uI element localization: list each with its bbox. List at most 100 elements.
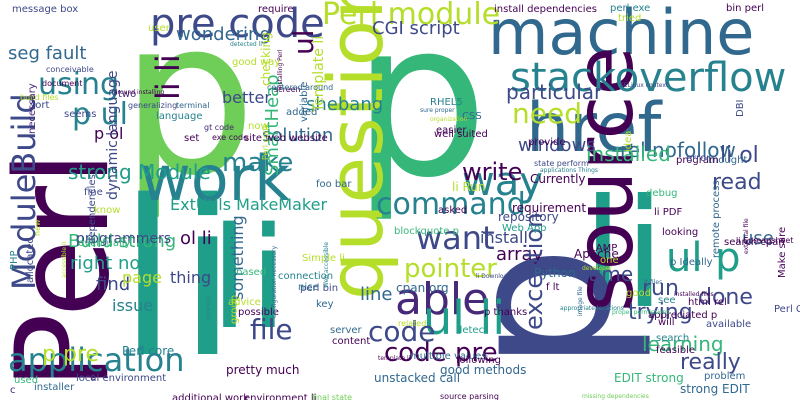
cloud-word: Currently — [530, 172, 586, 186]
cloud-word: really — [680, 350, 741, 375]
cloud-word: document — [42, 79, 83, 88]
cloud-word: asked — [438, 205, 468, 216]
cloud-word: thought — [708, 155, 748, 166]
cloud-word: f lt — [546, 282, 560, 293]
cloud-word: problem — [704, 371, 746, 382]
cloud-word: need — [512, 97, 582, 130]
cloud-word: see — [658, 295, 676, 306]
cloud-word: CSS — [462, 111, 482, 122]
cloud-word: unstacked call — [374, 371, 461, 385]
cloud-word: install — [480, 228, 528, 247]
cloud-word: way — [462, 159, 543, 205]
cloud-word: user — [148, 23, 170, 34]
cloud-word: developer — [582, 265, 613, 272]
cloud-word: applications Things — [540, 167, 599, 174]
cloud-word: search cpan — [724, 237, 785, 248]
cloud-word: appreciated p — [648, 310, 718, 321]
cloud-word: Perl module — [322, 0, 501, 32]
cloud-word: p pre — [42, 342, 100, 367]
cloud-word: RHEL5 — [430, 97, 463, 108]
cloud-word: available — [706, 319, 752, 330]
cloud-word: based — [236, 267, 267, 278]
cloud-word: dependencies — [87, 174, 98, 244]
cloud-word: provide — [528, 137, 566, 148]
cloud-word: good — [626, 288, 651, 299]
cloud-word: shebang — [306, 94, 384, 115]
cloud-word: p ul — [72, 97, 128, 132]
cloud-word: ul p — [666, 235, 741, 281]
cloud-word: learning — [642, 332, 724, 356]
cloud-word: looking — [662, 227, 699, 238]
cloud-word: accessible li — [61, 241, 68, 278]
cloud-word: p thanks — [484, 307, 528, 318]
cloud-word: write — [462, 158, 523, 186]
cloud-word: read — [712, 170, 762, 195]
cloud-word: pre code — [150, 1, 325, 47]
cloud-word: easier — [436, 125, 467, 136]
cloud-word: machine — [488, 0, 755, 69]
cloud-word: ExtUtils MakeMaker — [170, 195, 328, 214]
cloud-word: p — [120, 0, 257, 223]
cloud-word: ol li — [180, 228, 212, 249]
cloud-word: added — [286, 107, 318, 118]
cloud-word: gt code — [204, 123, 235, 132]
cloud-word: additional work — [172, 393, 250, 400]
cloud-word: environment li — [244, 393, 317, 400]
cloud-word: li — [118, 154, 238, 400]
cloud-word: now — [248, 121, 269, 132]
cloud-word: blockquote p — [394, 226, 459, 237]
cloud-word: cpan org — [396, 281, 449, 295]
cloud-word: related — [398, 319, 427, 328]
cloud-word: advice — [228, 297, 261, 308]
cloud-word: Python — [534, 266, 576, 280]
cloud-word: exe code — [212, 133, 249, 142]
cloud-word: language — [156, 111, 203, 122]
cloud-word: li Spreadsheet — [736, 236, 794, 245]
cloud-word: p ol — [94, 124, 124, 143]
cloud-word: code pre — [384, 338, 498, 368]
cloud-word: connect — [205, 296, 212, 320]
cloud-word: command — [376, 187, 526, 222]
cloud-word: SELinux context — [620, 82, 669, 89]
cloud-word: time — [588, 262, 634, 286]
cloud-word: detect — [456, 325, 488, 336]
cloud-word: one — [600, 255, 619, 266]
cloud-word: conceivable — [46, 65, 94, 74]
cloud-word: installing Perl — [277, 49, 284, 90]
cloud-word: strong Module — [68, 160, 211, 184]
cloud-word: two — [118, 89, 137, 100]
cloud-word: proper permissions — [612, 309, 670, 316]
cloud-word: use — [742, 228, 774, 249]
cloud-word: Web App — [502, 223, 547, 234]
cloud-word: good methods — [440, 363, 527, 377]
cloud-word: screen — [274, 85, 301, 94]
cloud-word: image file — [577, 286, 584, 316]
cloud-word: requirement — [512, 201, 587, 215]
cloud-word: pretty much — [226, 363, 300, 377]
cloud-word: final state — [312, 393, 353, 400]
cloud-word: solution — [262, 125, 334, 146]
cloud-word: server — [330, 325, 362, 336]
cloud-word: html rel — [688, 297, 727, 308]
cloud-word: windows — [518, 135, 596, 156]
cloud-word: allocated — [25, 237, 36, 283]
cloud-word: repository — [498, 210, 559, 224]
cloud-word: rel nofollow — [620, 138, 736, 162]
cloud-word: li Download — [476, 273, 512, 280]
cloud-word: Build strong — [68, 231, 177, 252]
cloud-word: good way — [232, 57, 281, 68]
cloud-word: debug — [646, 188, 678, 199]
cloud-word: Apache — [574, 247, 619, 261]
cloud-word: remote process — [711, 180, 722, 258]
cloud-word: stackoverflow — [510, 55, 787, 101]
cloud-word: configuration necessary — [271, 245, 278, 318]
cloud-word: will — [658, 317, 675, 328]
cloud-word: CGI script — [372, 18, 460, 39]
cloud-word: idea — [623, 130, 634, 152]
cloud-word: necessary — [27, 83, 38, 134]
cloud-word: multiple values — [410, 351, 487, 362]
cloud-word: right now — [70, 253, 156, 274]
cloud-word: li PDF — [654, 207, 683, 218]
cloud-word: page — [122, 268, 162, 287]
